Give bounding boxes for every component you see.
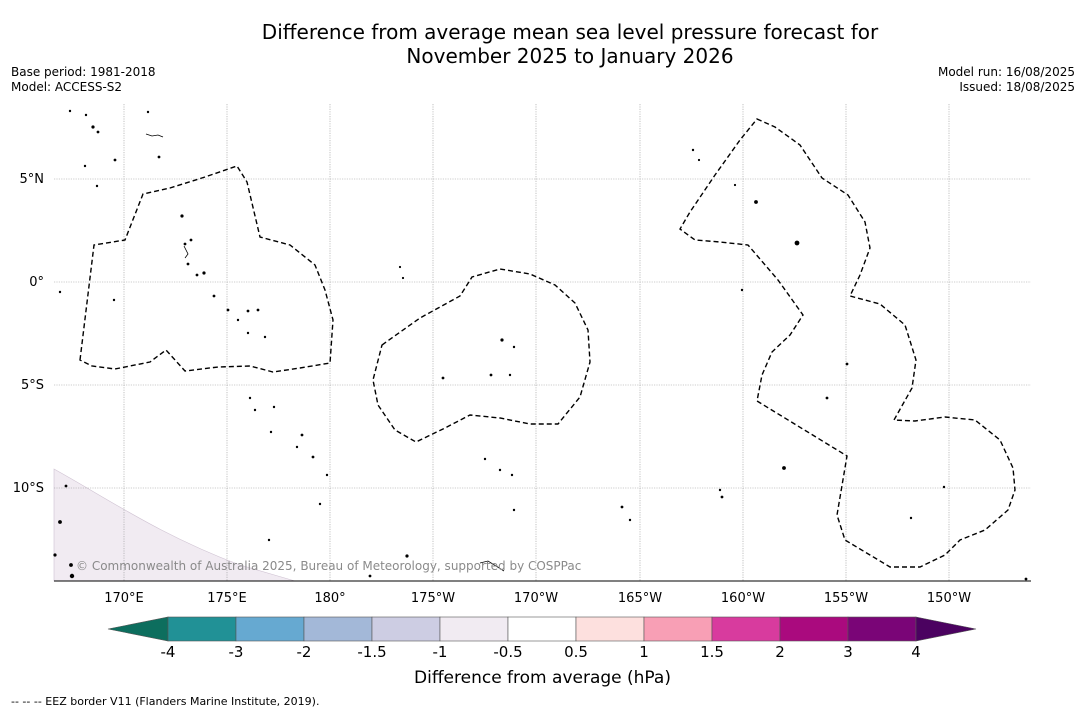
colorbar-ticks: -4 -3 -2 -1.5 -1 -0.5 0.5 1 1.5 2 3 4 — [0, 643, 1085, 663]
colorbar-segment — [439, 616, 509, 642]
base-period-text: Base period: 1981-2018 — [11, 65, 156, 79]
lon-label: 160°W — [721, 591, 765, 606]
colorbar-tick: 1 — [639, 643, 649, 661]
lon-labels: 170°E 175°E 180° 175°W 170°W 165°W 160°W… — [104, 591, 971, 606]
lat-label: 10°S — [13, 481, 44, 496]
lat-label: 5°S — [21, 378, 44, 393]
colorbar-tick: 0.5 — [564, 643, 588, 661]
lon-label: 170°E — [104, 591, 144, 606]
lat-label: 0° — [29, 275, 44, 290]
colorbar-segment — [371, 616, 441, 642]
colorbar-segment — [847, 616, 917, 642]
colorbar-tick: 2 — [775, 643, 785, 661]
lon-label: 155°W — [824, 591, 868, 606]
lat-labels: 5°N 0° 5°S 10°S — [13, 172, 44, 496]
colorbar-segment — [575, 616, 645, 642]
colorbar-label: Difference from average (hPa) — [414, 668, 671, 688]
eez-borders — [79, 118, 1016, 568]
model-run-text: Model run: 16/08/2025 — [937, 65, 1075, 79]
meta-right: Model run: 16/08/2025 Issued: 18/08/2025 — [938, 65, 1075, 95]
lon-label: 165°W — [618, 591, 662, 606]
eez-legend-footer: -- -- -- EEZ border V11 (Flanders Marine… — [11, 695, 320, 708]
eez-border-phoenix-tokelau — [372, 268, 591, 443]
meta-left: Base period: 1981-2018 Model: ACCESS-S2 — [11, 65, 156, 95]
map-title: Difference from average mean sea level p… — [0, 20, 1085, 68]
lon-label: 175°E — [207, 591, 247, 606]
islands — [53, 109, 1028, 581]
issued-text: Issued: 18/08/2025 — [959, 80, 1075, 94]
eez-border-line-islands — [679, 118, 1016, 568]
colorbar — [107, 616, 977, 642]
anomaly-shading — [53, 468, 296, 582]
colorbar-extend-low — [107, 616, 169, 642]
lon-label: 150°W — [927, 591, 971, 606]
lat-label: 5°N — [20, 172, 45, 187]
colorbar-segment — [303, 616, 373, 642]
gridlines — [54, 104, 1031, 581]
colorbar-tick: -2 — [296, 643, 312, 661]
colorbar-segment — [711, 616, 781, 642]
colorbar-tick: -1 — [432, 643, 448, 661]
map-background — [54, 104, 1031, 581]
colorbar-tick: -0.5 — [493, 643, 523, 661]
colorbar-tick: 3 — [843, 643, 853, 661]
map-panel: © Commonwealth of Australia 2025, Bureau… — [53, 104, 1031, 582]
colorbar-segment — [779, 616, 849, 642]
copyright-text: © Commonwealth of Australia 2025, Bureau… — [76, 559, 581, 573]
colorbar-extend-high — [915, 616, 977, 642]
model-text: Model: ACCESS-S2 — [11, 80, 123, 94]
colorbar-segment — [167, 616, 237, 642]
colorbar-tick: 1.5 — [700, 643, 724, 661]
lon-label: 175°W — [411, 591, 455, 606]
colorbar-tick: -1.5 — [357, 643, 387, 661]
colorbar-segment — [507, 616, 577, 642]
eez-border-kiribati-gilberts-tuvalu — [79, 165, 334, 373]
colorbar-segment — [235, 616, 305, 642]
colorbar-tick: -4 — [160, 643, 176, 661]
colorbar-tick: -3 — [228, 643, 244, 661]
lon-label: 180° — [314, 591, 345, 606]
lon-label: 170°W — [514, 591, 558, 606]
map-title-line1: Difference from average mean sea level p… — [261, 20, 879, 44]
colorbar-segment — [643, 616, 713, 642]
colorbar-tick: 4 — [911, 643, 921, 661]
map-title-line2: November 2025 to January 2026 — [406, 44, 734, 68]
